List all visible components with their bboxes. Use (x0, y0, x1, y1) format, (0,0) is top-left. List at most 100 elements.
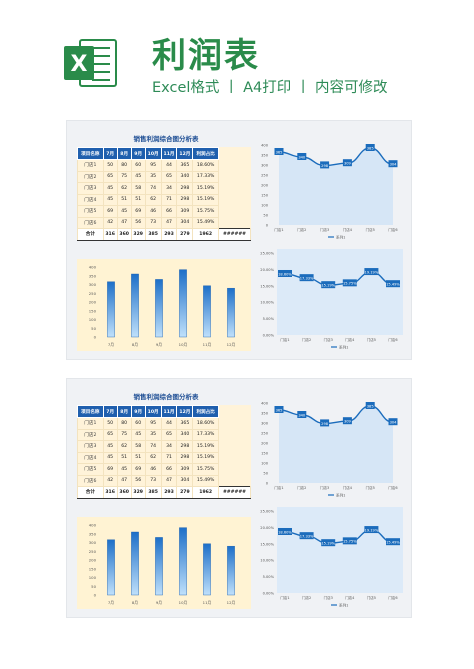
bar (179, 527, 187, 596)
x-tick-label: 8月 (132, 342, 138, 347)
table-row: 门店3 45 62 58 74 34 298 15.19% (77, 182, 251, 195)
table-cell: 51 (130, 193, 146, 206)
table-cell: 51 (116, 193, 132, 206)
table-title: 销售利润综合图分析表 (133, 135, 199, 143)
table-cell: 65 (102, 428, 118, 441)
data-label-box (364, 268, 379, 276)
total-cell: 316 (102, 486, 118, 499)
total-cell: 合计 (77, 228, 104, 241)
bar (131, 273, 139, 338)
data-label-box (299, 274, 314, 282)
table-cell: 62 (144, 451, 162, 464)
table-cell: 340 (176, 170, 194, 183)
y-tick-label: 400 (261, 144, 269, 148)
table-cell: 15.49% (192, 216, 219, 229)
x-tick-label: 10月 (179, 342, 188, 347)
y-tick-label: 10.00% (260, 301, 274, 305)
row-label: 门店3 (77, 182, 104, 195)
table-cell: 75 (116, 170, 132, 183)
data-label: 15.49% (386, 283, 400, 287)
y-tick-label: 400 (89, 523, 97, 528)
plot-area (277, 249, 403, 335)
table-cell: 47 (160, 216, 178, 229)
table-cell: 17.33% (192, 428, 219, 441)
data-label-box (342, 279, 357, 287)
data-label-box (278, 527, 292, 535)
table-cell: 304 (176, 216, 194, 229)
data-label-box (297, 411, 307, 418)
y-tick-label: 100 (89, 575, 97, 580)
column-header: 11月 (160, 147, 178, 160)
plot-area (277, 507, 403, 593)
x-tick-label: 门店6 (388, 595, 397, 600)
table-cell: 73 (144, 216, 162, 229)
y-tick-label: 300 (89, 540, 97, 545)
column-header: 9月 (130, 405, 146, 418)
table-cell: 71 (160, 451, 178, 464)
x-tick-label: 门店1 (280, 595, 289, 600)
total-cell: 385 (144, 486, 162, 499)
y-tick-label: 150 (261, 452, 269, 456)
data-label: 340 (298, 155, 306, 159)
table-cell: 298 (176, 182, 194, 195)
table-cell: 46 (144, 205, 162, 218)
data-label-box (342, 537, 357, 545)
excel-logo-icon: X (64, 39, 117, 87)
y-tick-label: 250 (89, 549, 97, 554)
y-tick-label: 10.00% (260, 559, 274, 563)
data-label: 385 (367, 146, 374, 150)
table-cell: 62 (116, 182, 132, 195)
data-label-box (297, 153, 307, 160)
table-cell: 45 (116, 463, 132, 476)
table-row: 门店3 45 62 58 74 34 298 15.19% (77, 440, 251, 453)
logo-letter: X (71, 52, 88, 77)
x-tick-label: 门店4 (343, 227, 353, 232)
table-cell: 42 (102, 474, 118, 487)
profit-table: 项目名称 7月 8月 9月 10月 11月 12月 利润占比 门店1 50 80 60 95 44 365 1… (77, 147, 252, 241)
table-cell: 304 (176, 474, 194, 487)
table-cell: 18.60% (192, 159, 219, 172)
data-label-box (299, 532, 314, 540)
table-cell: 69 (130, 205, 146, 218)
y-tick-label: 350 (261, 412, 269, 416)
data-label-box (388, 160, 398, 168)
data-label-box (321, 281, 336, 289)
column-header: 项目名称 (77, 147, 104, 160)
table-cell: 35 (144, 428, 162, 441)
table-row: 门店5 69 45 69 46 66 309 15.75% (77, 205, 251, 218)
x-tick-label: 12月 (227, 342, 236, 347)
column-header: 11月 (160, 405, 178, 418)
total-cell: ###### (217, 228, 252, 241)
ratio-line-chart: 0.00% 5.00% 10.00% 15.00% 20.00% 25.00% 18.60%… (260, 249, 403, 349)
y-tick-label: 350 (261, 154, 269, 158)
data-label: 18.60% (278, 272, 292, 276)
row-label: 门店2 (77, 170, 104, 183)
x-tick-label: 门店4 (345, 337, 355, 342)
legend-label: 系列1 (336, 234, 345, 239)
y-tick-label: 50 (91, 584, 96, 589)
column-header: 12月 (176, 147, 194, 160)
x-tick-label: 门店6 (388, 337, 397, 342)
data-label-box (278, 269, 292, 277)
x-tick-label: 门店6 (388, 485, 397, 490)
row-label: 门店3 (77, 440, 104, 453)
column-header: 10月 (144, 405, 162, 418)
table-row: 门店1 50 80 60 95 44 365 18.60% (77, 159, 251, 172)
bar (203, 543, 211, 596)
data-label-box (321, 539, 336, 547)
x-tick-label: 门店5 (367, 595, 376, 600)
row-label: 门店2 (77, 428, 104, 441)
x-tick-label: 7月 (108, 600, 114, 605)
table-title: 销售利润综合图分析表 (133, 393, 199, 401)
table-cell: 69 (102, 205, 118, 218)
total-cell: 279 (176, 228, 194, 241)
table-cell: 75 (116, 428, 132, 441)
table-cell: 365 (176, 417, 194, 430)
monthly-bar-chart: 0 50 100 150 200 250 300 350 400 7月 8月 9月 10月 11月 12月 (77, 517, 251, 609)
table-header-row: 项目名称 7月 8月 9月 10月 11月 12月 利润占比 (77, 147, 251, 160)
data-label-box (342, 159, 352, 167)
y-tick-label: 250 (89, 291, 97, 296)
y-tick-label: 0.00% (263, 334, 275, 338)
y-tick-label: 400 (89, 265, 97, 270)
data-label: 15.75% (343, 540, 357, 544)
